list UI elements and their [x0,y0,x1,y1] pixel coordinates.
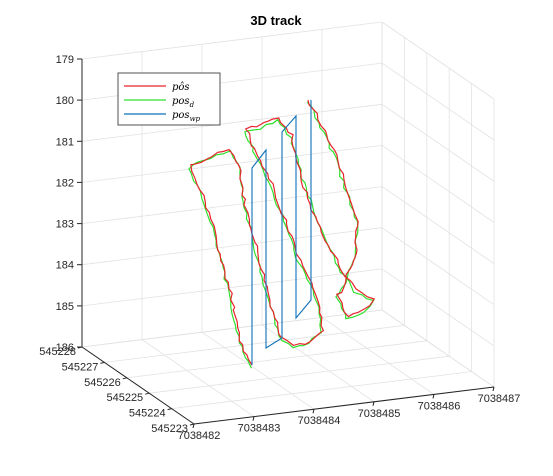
grid-line [126,340,427,379]
grid-line [81,268,383,307]
series-pos-line [190,99,376,366]
grid-line [81,309,383,348]
x-tick [432,394,435,399]
z-tick-label: 184 [56,260,74,272]
z-tick-label: 180 [56,95,74,107]
grid-line [381,62,495,141]
x-tick-label: 7038486 [418,400,461,412]
grid-line [381,186,495,264]
x-axis-line [193,386,495,425]
y-tick-label: 545227 [62,361,99,373]
grid-line [171,371,472,409]
z-tick-label: 182 [56,177,74,189]
grid-line [104,325,405,363]
x-tick-label: 7038485 [358,408,401,420]
legend-box [117,72,221,126]
legend-entry: pôs [124,82,190,93]
axes [77,58,495,429]
series-pos-d-line [188,101,375,369]
legend-entry: poswp [124,110,201,123]
y-tick-label: 545228 [39,346,76,358]
tick-labels: 7038482 7038483 7038484 7038485 7038486 70384… [39,54,520,442]
x-tick [312,409,315,414]
x-tick [252,416,255,421]
z-tick-label: 183 [56,219,74,231]
legend-subscript-d: d [190,101,195,109]
x-tick-label: 7038484 [298,415,341,427]
y-tick-label: 545223 [151,423,188,435]
grid-line [81,145,383,183]
chart-title: 3D track [250,13,302,28]
legend-subscript-wp: wp [190,115,201,123]
grid-line [81,186,383,224]
grid-line [381,309,495,388]
plot-area [188,99,376,369]
legend-label-pos-wp: poswp [172,110,201,123]
grid-line [81,227,383,266]
grid-line [149,355,450,394]
y-tick-label: 545224 [129,408,166,420]
grid-line [381,227,495,306]
y-tick-label: 545226 [84,377,121,389]
x-tick [372,401,375,406]
grid-line [201,331,315,410]
z-tick-label: 181 [56,136,74,148]
grid-line [321,317,435,395]
y-axis-line [81,346,195,425]
x-tick [192,423,195,429]
legend-label-pos: pôs [172,82,190,93]
legend: pôs posd poswp [117,72,221,126]
x-tick-label: 7038482 [178,430,221,442]
legend-label-pos-d: posd [172,96,195,109]
x-tick-label: 7038483 [238,423,281,435]
grid-line [141,339,255,417]
x-tick-label: 7038487 [478,393,521,405]
grid-line [81,21,383,60]
y-tick-label: 545225 [106,392,143,404]
series-pos-wp-line [251,100,312,365]
x-tick [492,386,495,392]
y-tick [167,408,172,411]
grid-line [81,103,383,142]
z-tick-label: 186 [56,342,74,354]
grid-line [381,103,495,182]
y-tick [145,392,150,395]
y-tick [100,361,105,364]
z-tick-label: 185 [56,301,74,313]
legend-entry: posd [124,96,195,109]
y-tick [122,377,127,380]
z-tick-label: 179 [56,54,74,66]
grid-line [381,268,495,347]
y-tick [189,423,195,426]
grid-line [381,21,495,100]
grid-line [381,145,495,223]
